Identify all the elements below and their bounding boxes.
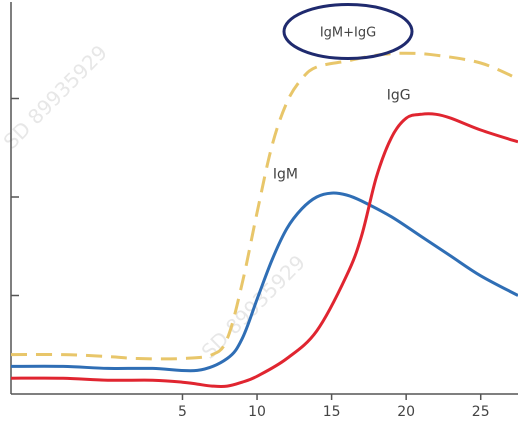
series-line-igg — [10, 112, 518, 388]
x-tick-label: 25 — [472, 404, 490, 420]
series-line-igm-igg — [10, 51, 518, 361]
x-tick-label: 15 — [323, 404, 341, 420]
x-tick-label: 5 — [178, 404, 187, 420]
series-line-igm — [10, 191, 518, 373]
series-labels: IgM IgG IgM+IgG — [273, 3, 414, 182]
axes: 5 10 15 20 25 — [10, 2, 518, 420]
series-label-igm-igg: IgM+IgG — [320, 26, 376, 41]
series-lines — [10, 51, 518, 388]
series-label-igm: IgM — [273, 166, 298, 182]
watermarks: SD 89935929 SD 89935929 — [0, 40, 310, 363]
series-label-igg: IgG — [387, 88, 411, 104]
watermark-text: SD 89935929 — [0, 40, 112, 153]
x-tick-label: 10 — [248, 404, 266, 420]
legend-ellipse — [282, 3, 414, 61]
x-tick-label: 20 — [397, 404, 415, 420]
